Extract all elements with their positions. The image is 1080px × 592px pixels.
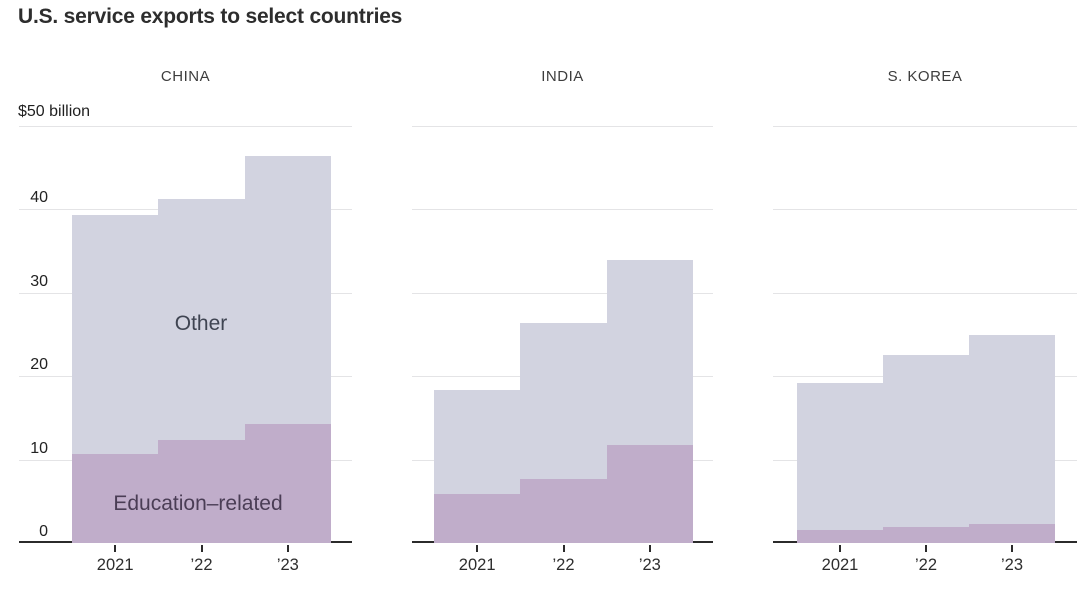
panel-title-skorea: S. KOREA [887, 68, 963, 85]
area-education-segment [244, 423, 331, 543]
year-column [72, 126, 159, 543]
year-column [606, 126, 693, 543]
x-axis-label: ’23 [1000, 556, 1024, 574]
series-label-other: Other [174, 312, 228, 335]
x-axis-label: ’22 [552, 556, 575, 574]
y-axis-label-20: 20 [30, 356, 48, 374]
area-education-segment [606, 444, 693, 543]
area-education-segment [72, 453, 159, 543]
year-column [520, 126, 607, 543]
gridline-30 [412, 292, 713, 294]
y-axis-unit-label: $50 billion [18, 103, 91, 120]
y-axis-label-10: 10 [30, 439, 48, 457]
area-other-segment [969, 335, 1055, 543]
year-column [244, 126, 331, 543]
x-axis-label: 2021 [96, 556, 134, 574]
gridline-30 [773, 292, 1077, 294]
x-axis-tick [562, 545, 565, 552]
gridline-50 [19, 126, 352, 127]
y-axis-label-30: 30 [30, 272, 48, 290]
year-column [883, 126, 969, 543]
area-other-segment [883, 354, 969, 543]
x-axis-tick [648, 545, 651, 552]
panel-title-india: INDIA [541, 68, 584, 85]
x-axis-label: ’23 [276, 556, 299, 574]
x-axis-tick [839, 545, 841, 552]
gridline-40 [773, 209, 1077, 211]
plot-area-skorea: 2021 ’22 ’23 [773, 126, 1077, 574]
area-education-segment [158, 440, 245, 543]
area-education-segment [520, 478, 607, 543]
x-axis-label: ’22 [190, 556, 213, 574]
x-axis-tick [1011, 545, 1013, 552]
year-column [158, 126, 245, 543]
panel-skorea: S. KOREA 2021 ’22 ’23 [773, 0, 1077, 592]
year-column [969, 126, 1055, 543]
step-series-india: 2021 ’22 ’23 [434, 126, 693, 574]
y-axis-label-40: 40 [30, 189, 48, 207]
y-axis-label-0: 0 [39, 523, 48, 540]
chart-title: U.S. service exports to select countries [18, 5, 403, 28]
x-axis-tick [286, 545, 289, 552]
year-column [797, 126, 883, 543]
area-education-segment [434, 493, 521, 543]
plot-area-india: 2021 ’22 ’23 [412, 126, 713, 574]
year-column [434, 126, 521, 543]
x-axis-tick [925, 545, 927, 552]
panel-china: CHINA 2021 ’22 ’23 [19, 0, 352, 592]
area-education-segment [797, 529, 883, 543]
x-axis-label: ’23 [638, 556, 661, 574]
step-series-china: 2021 ’22 ’23 [72, 126, 331, 574]
x-axis-tick [114, 545, 117, 552]
plot-area-china: 2021 ’22 ’23 [19, 126, 352, 574]
step-series-skorea: 2021 ’22 ’23 [797, 126, 1055, 574]
x-axis-tick [476, 545, 479, 552]
series-label-education: Education–related [113, 492, 283, 515]
area-education-segment [883, 527, 969, 543]
x-axis-label: ’22 [914, 556, 938, 574]
x-axis-label: 2021 [458, 556, 496, 574]
x-axis-label: 2021 [821, 556, 859, 574]
area-education-segment [969, 523, 1055, 543]
panel-india: INDIA 2021 ’22 ’23 [412, 0, 713, 592]
x-axis-tick [200, 545, 203, 552]
area-other-segment [797, 382, 883, 543]
gridline-50 [773, 126, 1077, 127]
gridline-40 [412, 209, 713, 211]
gridline-50 [412, 126, 713, 127]
panel-title-china: CHINA [160, 68, 211, 85]
